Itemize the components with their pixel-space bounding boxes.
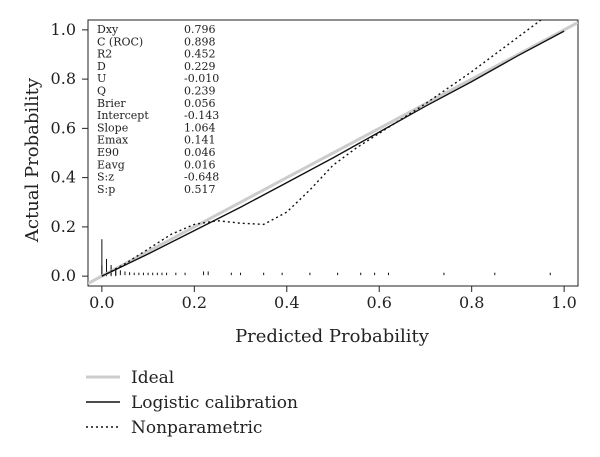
stat-value: 0.517 <box>184 183 216 196</box>
stat-value: 1.064 <box>184 121 216 134</box>
y-tick-label: 0.2 <box>51 217 76 236</box>
stat-value: 0.898 <box>184 35 216 48</box>
x-tick-label: 0.2 <box>182 293 207 312</box>
axis-ticks: 0.0 0.2 0.4 0.6 0.8 1.0 0.0 0.2 0.4 0.6 0.8 1.0 <box>51 20 577 312</box>
stat-value: 0.796 <box>184 23 216 36</box>
stat-value: 0.452 <box>184 48 216 61</box>
legend-label: Nonparametric <box>131 418 262 438</box>
stat-name: S:p <box>97 183 115 196</box>
series-lines <box>88 20 578 285</box>
stat-value: -0.143 <box>184 109 219 122</box>
y-tick-label: 0.8 <box>51 69 76 88</box>
x-tick-label: 0.0 <box>89 293 114 312</box>
legend-label: Ideal <box>131 368 174 388</box>
stat-value: 0.141 <box>184 134 216 147</box>
x-tick-label: 0.6 <box>366 293 391 312</box>
stat-name: S:z <box>97 171 114 184</box>
stat-name: Intercept <box>97 109 149 122</box>
legend-label: Logistic calibration <box>131 393 298 413</box>
stats-panel: Dxy 0.796 C (ROC) 0.898 R2 0.452 D 0.229 U -0.010… <box>97 23 219 196</box>
y-tick-label: 0.6 <box>51 118 76 137</box>
stat-value: -0.010 <box>184 72 219 85</box>
stat-name: C (ROC) <box>97 35 143 48</box>
plot-frame <box>87 19 579 287</box>
stat-name: R2 <box>97 48 112 61</box>
stat-value: 0.016 <box>184 158 216 171</box>
stat-name: Dxy <box>97 23 119 36</box>
y-tick-label: 0.0 <box>51 266 76 285</box>
stat-name: U <box>97 72 106 85</box>
stat-value: 0.239 <box>184 85 216 98</box>
rug-marks <box>101 239 551 277</box>
y-axis-title: Actual Probability <box>22 77 43 243</box>
stat-value: 0.056 <box>184 97 216 110</box>
series-line-nonparametric <box>101 20 542 277</box>
stat-name: E90 <box>97 146 119 159</box>
stat-value: 0.229 <box>184 60 216 73</box>
stat-name: Q <box>97 85 106 98</box>
series-line-logistic-calibration <box>101 30 565 277</box>
x-tick-label: 0.8 <box>459 293 484 312</box>
x-axis-title: Predicted Probability <box>235 326 430 347</box>
stat-name: Emax <box>97 134 129 147</box>
x-tick-label: 1.0 <box>551 293 576 312</box>
series-line-ideal <box>88 21 578 285</box>
y-tick-label: 1.0 <box>51 20 76 39</box>
stat-name: D <box>97 60 106 73</box>
y-tick-label: 0.4 <box>51 168 76 187</box>
legend: Ideal Logistic calibration Nonparametric <box>86 368 298 438</box>
stat-value: -0.648 <box>184 171 219 184</box>
stat-name: Slope <box>97 121 128 134</box>
stat-value: 0.046 <box>184 146 216 159</box>
stat-name: Eavg <box>97 158 125 171</box>
x-tick-label: 0.4 <box>274 293 299 312</box>
stat-name: Brier <box>97 97 126 110</box>
